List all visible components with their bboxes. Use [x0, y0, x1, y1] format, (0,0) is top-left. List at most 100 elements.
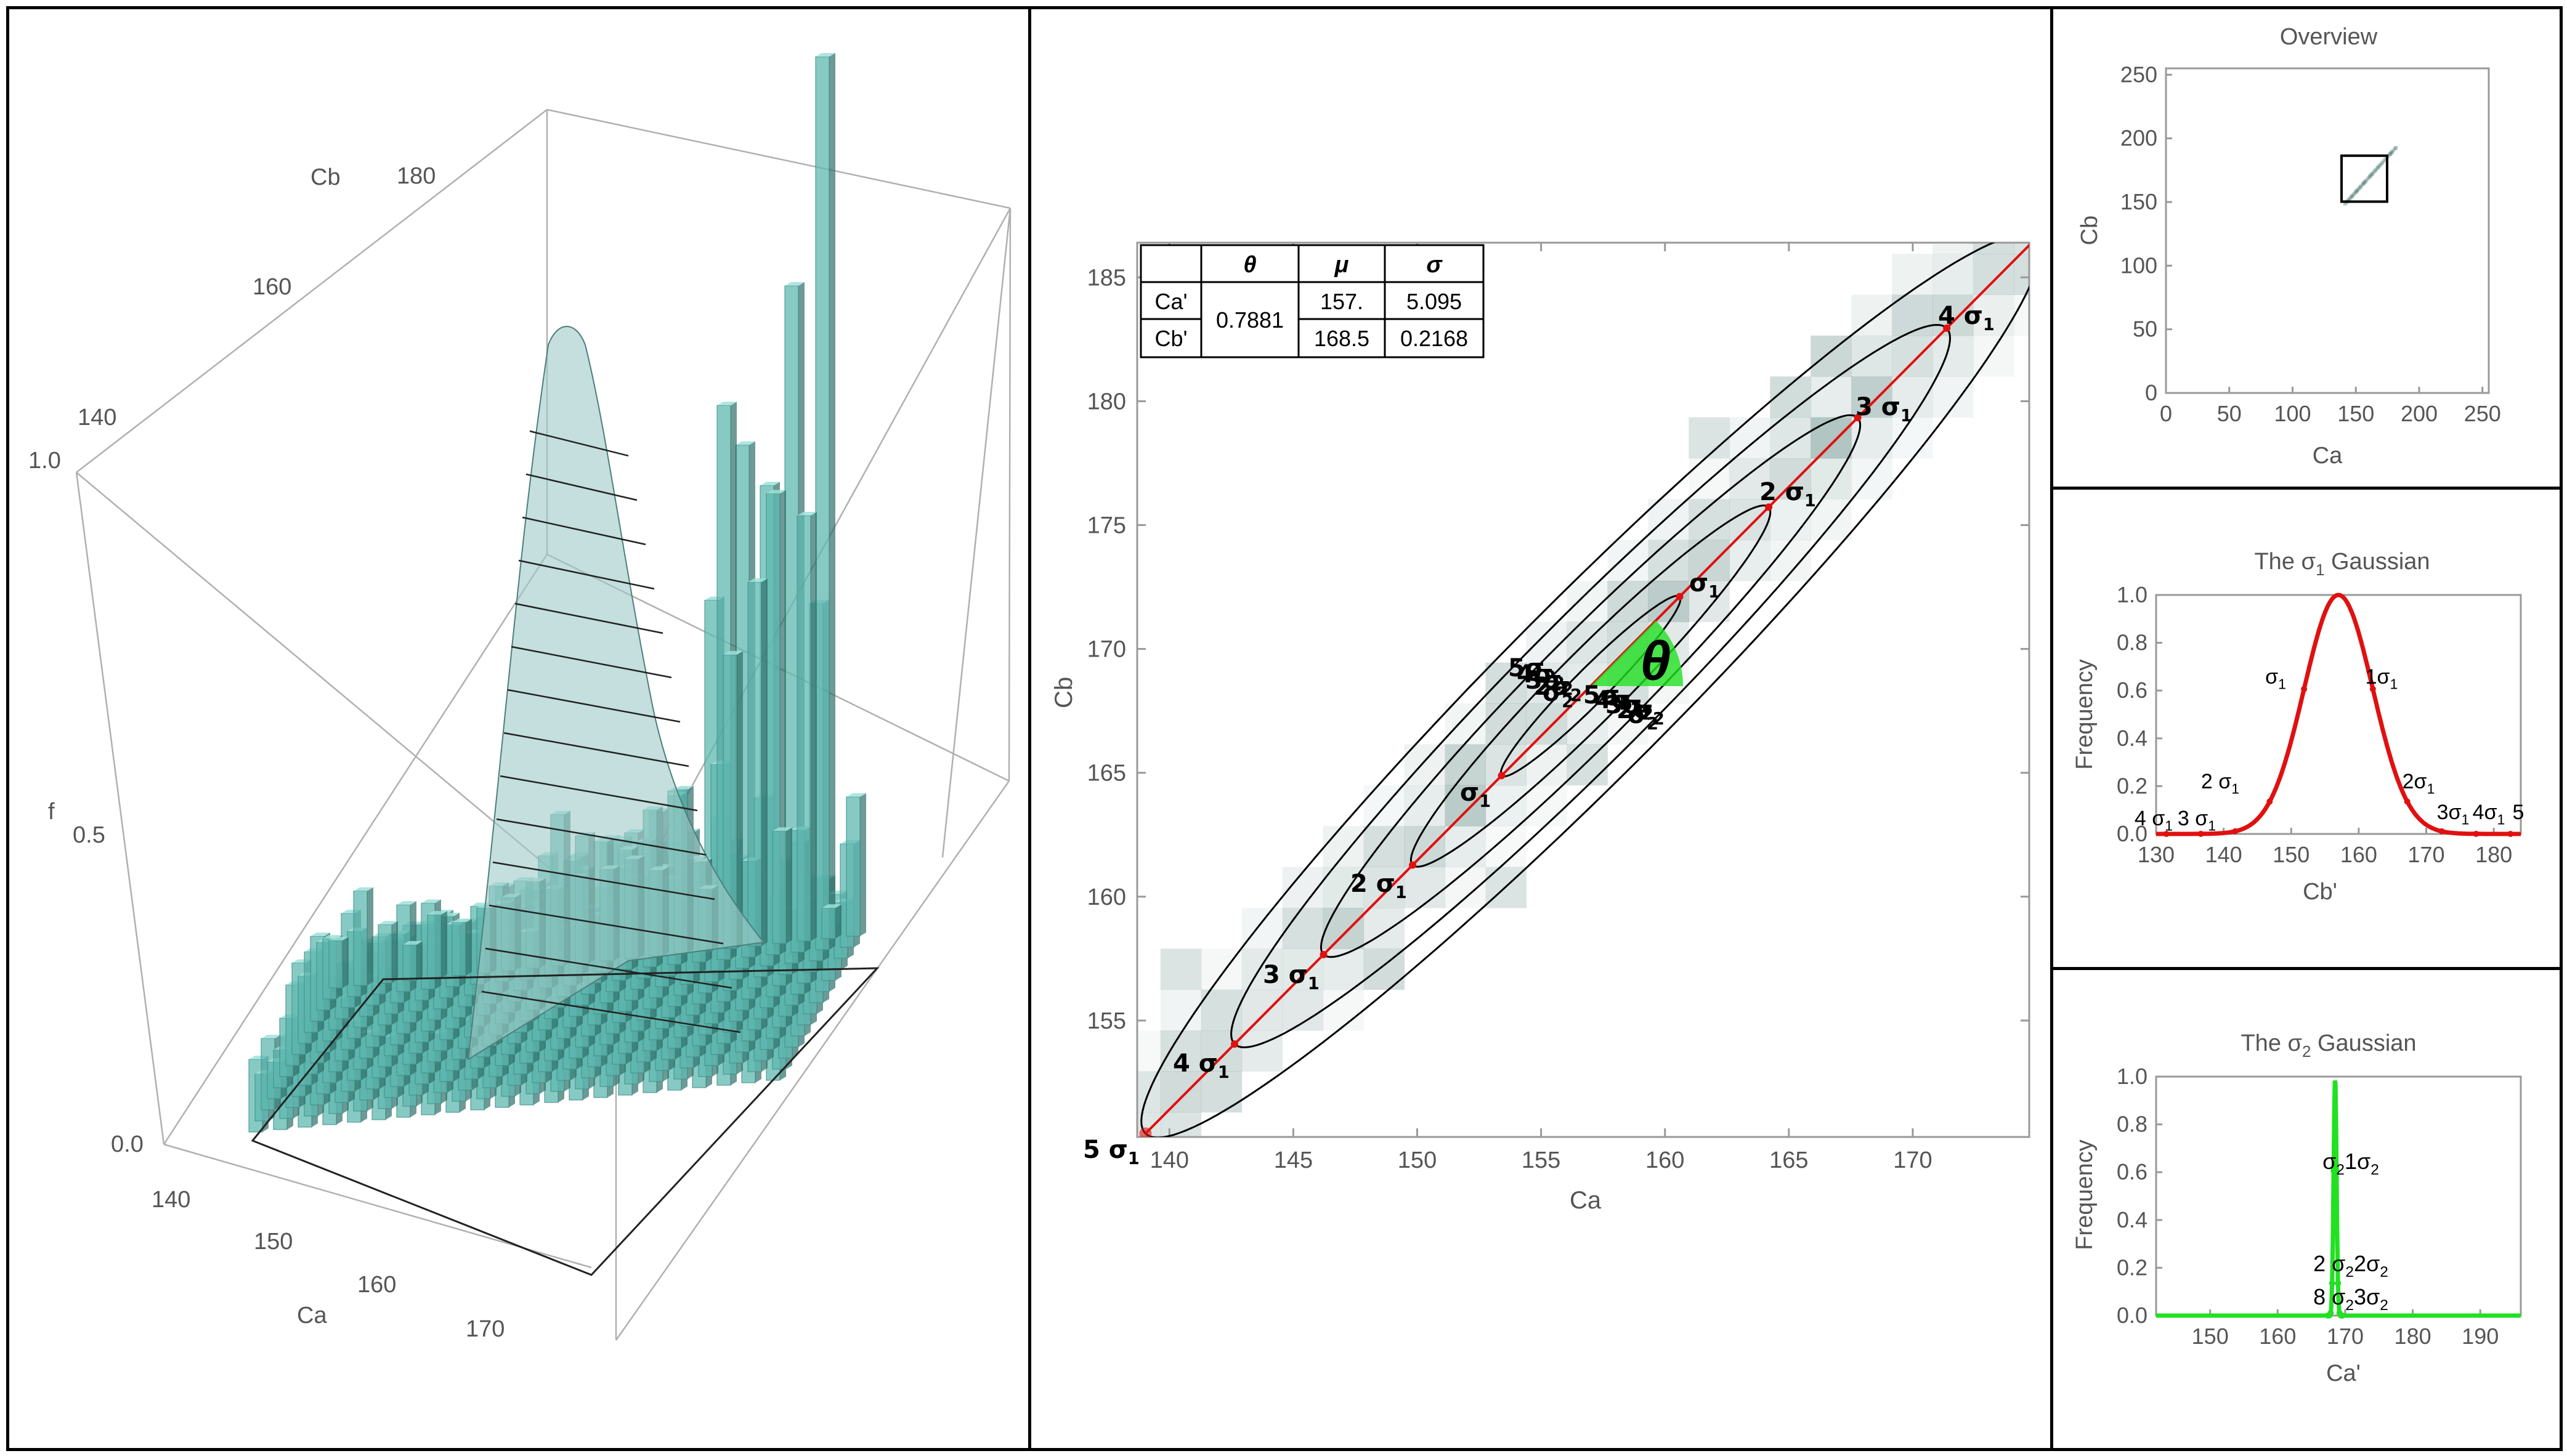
histogram-bar-side	[367, 887, 373, 985]
overview-cell	[2379, 162, 2383, 166]
y-tick-label: 175	[1087, 513, 1126, 539]
heatmap-cell	[1770, 540, 1811, 581]
surface-contour-line	[522, 516, 646, 546]
heatmap-cell	[1932, 254, 1974, 295]
sigma-point	[1854, 414, 1862, 422]
center-sigma2-label-right: 4σ2​	[1594, 686, 1642, 719]
lower-sigma-label-3: 3 σ1​	[1263, 961, 1320, 993]
y-tick-label: 180	[1087, 389, 1126, 415]
main-xlabel: Ca	[1570, 1187, 1602, 1214]
overview-cell	[2347, 197, 2351, 201]
gauss2-y-tick-label: 0.6	[2117, 1159, 2147, 1184]
table-theta-value: 0.7881	[1216, 307, 1284, 333]
gauss1-sigma-label: 3σ1​	[2437, 801, 2470, 828]
y-tick-0: 140	[78, 405, 116, 431]
gauss1-sigma-label: 2σ1​	[2403, 770, 2435, 797]
heatmap-cell	[1648, 540, 1689, 581]
histogram-bar-side	[416, 940, 423, 981]
heatmap-cell	[1811, 417, 1852, 459]
surface-contour-line	[525, 473, 638, 501]
y-tick-1: 160	[253, 274, 291, 300]
heatmap-cell	[1811, 335, 1852, 377]
histogram-bar-top	[846, 793, 866, 797]
gauss2-sigma-label: 2 σ2​2σ2​	[2313, 1251, 2388, 1280]
histogram-bar-top	[723, 650, 743, 655]
overview-cell	[2360, 183, 2364, 187]
table-row-ca-name: Ca'	[1155, 289, 1188, 314]
overview-cell	[2346, 198, 2351, 203]
y-tick-label: 165	[1087, 761, 1126, 787]
gauss1-y-tick-label: 0.6	[2117, 677, 2147, 703]
histogram-bar	[353, 891, 368, 986]
overview-title: Overview	[2280, 24, 2378, 50]
heatmap-cell	[1241, 948, 1283, 990]
lower-sigma-label-5: 5 σ1​	[1083, 1136, 1140, 1168]
histogram-bar	[815, 56, 830, 950]
gauss1-sigma-point	[2197, 830, 2204, 837]
gauss2-xlabel: Ca'	[2326, 1361, 2361, 1386]
overview-cell	[2393, 147, 2397, 152]
heatmap-cell	[1932, 243, 1974, 254]
overview-cell	[2372, 169, 2377, 174]
overview-x-tick-label: 0	[2160, 401, 2172, 426]
heatmap-cell	[1241, 907, 1283, 949]
gauss1-ylabel: Frequency	[2072, 659, 2098, 770]
heatmap-cell	[1648, 499, 1689, 541]
heatmap-cell	[1323, 907, 1365, 949]
overview-x-tick-label: 100	[2274, 401, 2311, 426]
heatmap-cell	[1363, 826, 1405, 868]
gauss2-ylabel: Frequency	[2072, 1139, 2098, 1250]
histogram-bar	[328, 940, 343, 989]
histogram-bar-side	[737, 650, 743, 948]
overview-cell	[2374, 167, 2378, 171]
overview-cell	[2393, 146, 2398, 150]
gauss2-x-tick-label: 150	[2192, 1324, 2229, 1349]
overview-y-tick-label: 200	[2120, 126, 2157, 151]
heatmap-cell	[1241, 989, 1283, 1031]
surface-contour-line	[503, 732, 689, 767]
heatmap-cell	[1485, 744, 1527, 786]
gauss1-sigma-label: 5	[2513, 801, 2524, 824]
overview-y-tick-label: 250	[2120, 62, 2157, 87]
table-header-sigma: σ	[1426, 252, 1443, 278]
gauss2-y-tick-label: 0.4	[2117, 1207, 2147, 1232]
center-sigma2-label-left: σ2​	[1543, 679, 1573, 711]
center-sigma2-label-right: σ2​	[1628, 701, 1658, 734]
histogram-bar-top	[760, 482, 780, 486]
heatmap-cell	[1973, 243, 2014, 254]
parameter-table: θ μ σ Ca' Cb' 0.7881 157. 168.5 5.095 0.…	[1140, 244, 1485, 358]
table-header-theta: θ	[1243, 252, 1256, 278]
gauss1-sigma-point	[2404, 798, 2411, 805]
overview-cell	[2380, 161, 2384, 165]
overview-cell	[2352, 192, 2356, 196]
gauss2-y-tick-label: 1.0	[2117, 1064, 2147, 1089]
overview-cell	[2383, 157, 2388, 161]
histogram-bar	[846, 796, 861, 937]
center-sigma2-label-left: 4σ2​	[1517, 660, 1565, 693]
heatmap-cell	[1932, 294, 1974, 336]
surface-contour-line	[485, 947, 732, 989]
histogram-bar	[427, 914, 442, 979]
histogram-bar	[402, 944, 417, 981]
overview-zoom-box	[2340, 154, 2388, 203]
heatmap-cell	[1445, 744, 1486, 786]
surface-contour-line	[529, 430, 629, 457]
x-tick-0: 140	[152, 1187, 190, 1213]
box-edge	[163, 554, 548, 1145]
gauss1-sigma-label: 3 σ1​	[2178, 807, 2216, 834]
heatmap-cell	[1404, 744, 1446, 786]
x-tick-label: 170	[1893, 1147, 1932, 1173]
gauss1-x-tick-label: 140	[2205, 842, 2242, 867]
sigma-point	[1765, 503, 1773, 511]
sigma-point	[1320, 950, 1328, 958]
gauss1-sigma-point	[2301, 686, 2308, 692]
overview-cell	[2378, 163, 2382, 168]
overview-cell	[2370, 172, 2374, 176]
axis-x-label: Ca	[297, 1303, 327, 1329]
center-sigma2-label-right: 5σ2​	[1583, 681, 1631, 714]
overview-cell	[2367, 174, 2372, 179]
histogram-bar-top	[310, 932, 330, 937]
histogram-bar-top	[329, 936, 349, 940]
heatmap-cell	[1689, 417, 1730, 459]
